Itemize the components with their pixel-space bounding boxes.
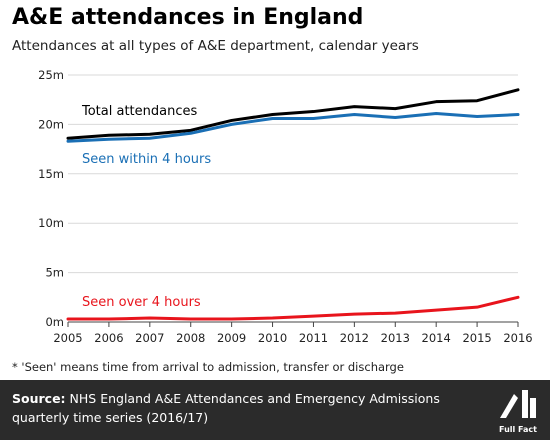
x-axis-ticks: 2005 2006 2007 2008 2009 2010 2011 2012 2013 2014… xyxy=(53,322,533,345)
source-label: Source: xyxy=(12,391,66,406)
x-tick-label: 2012 xyxy=(340,331,369,345)
full-fact-logo-icon: Full Fact xyxy=(496,384,540,436)
y-tick-label: 25m xyxy=(38,68,64,82)
series-label-seen-within-4-hours: Seen within 4 hours xyxy=(82,152,211,167)
logo-text: Full Fact xyxy=(499,425,537,434)
y-tick-label: 5m xyxy=(45,266,64,280)
chart-subtitle: Attendances at all types of A&E departme… xyxy=(12,38,419,54)
x-tick-label: 2016 xyxy=(503,331,532,345)
x-tick-label: 2008 xyxy=(176,331,205,345)
y-tick-label: 20m xyxy=(38,117,64,131)
x-tick-label: 2014 xyxy=(422,331,451,345)
y-tick-label: 0m xyxy=(45,315,64,329)
series-label-seen-over-4-hours: Seen over 4 hours xyxy=(82,295,201,310)
series-line-seen-over-4-hours xyxy=(66,295,520,321)
footnote: * 'Seen' means time from arrival to admi… xyxy=(12,360,404,374)
y-tick-label: 15m xyxy=(38,167,64,181)
x-tick-label: 2006 xyxy=(94,331,123,345)
y-tick-label: 10m xyxy=(38,216,64,230)
x-tick-label: 2005 xyxy=(53,331,82,345)
series-label-total-attendances: Total attendances xyxy=(81,104,197,119)
x-tick-label: 2015 xyxy=(462,331,491,345)
source-footer: Source: NHS England A&E Attendances and … xyxy=(0,380,550,440)
logo-mark-icon xyxy=(500,390,536,418)
source-body: NHS England A&E Attendances and Emergenc… xyxy=(12,391,440,425)
x-tick-label: 2010 xyxy=(258,331,287,345)
series-lines xyxy=(66,88,520,321)
y-axis-ticks: 0m 5m 10m 15m 20m 25m xyxy=(38,68,64,329)
x-tick-label: 2013 xyxy=(381,331,410,345)
series-line-total-attendances xyxy=(66,88,520,140)
x-tick-label: 2007 xyxy=(135,331,164,345)
series-labels: Total attendances Seen within 4 hours Seen… xyxy=(81,104,211,310)
line-chart: 0m 5m 10m 15m 20m 25m 2005 2006 2007 2008 2009 201… xyxy=(38,68,533,345)
x-tick-label: 2009 xyxy=(217,331,246,345)
series-line-seen-within-4-hours xyxy=(66,112,520,143)
source-text: Source: NHS England A&E Attendances and … xyxy=(12,389,482,427)
x-tick-label: 2011 xyxy=(299,331,328,345)
grid-lines xyxy=(68,74,518,323)
chart-title: A&E attendances in England xyxy=(12,5,364,30)
